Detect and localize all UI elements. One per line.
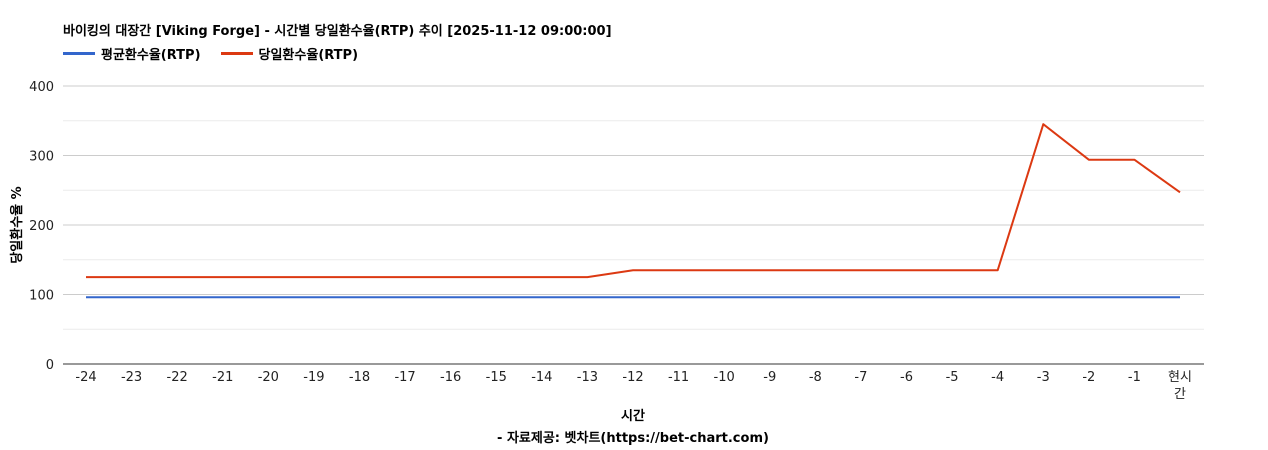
x-axis-source-note: - 자료제공: 벳차트(https://bet-chart.com) xyxy=(497,430,769,446)
legend-item-average-rtp[interactable]: 평균환수율(RTP) xyxy=(63,44,201,63)
y-tick-label: 0 xyxy=(46,358,54,373)
x-tick-label: -1 xyxy=(1128,370,1141,385)
x-tick-label: -5 xyxy=(946,370,959,385)
x-tick-label: -23 xyxy=(121,370,142,385)
legend-item-daily-rtp[interactable]: 당일환수율(RTP) xyxy=(220,44,359,63)
x-tick-label: -21 xyxy=(212,370,233,385)
y-tick-label: 100 xyxy=(29,289,54,304)
x-tick-label: -20 xyxy=(258,370,279,385)
legend-swatch-daily-rtp xyxy=(220,52,253,55)
x-tick-label: 현시 간 xyxy=(1168,370,1192,402)
x-tick-label: -4 xyxy=(991,370,1004,385)
chart-title: 바이킹의 대장간 [Viking Forge] - 시간별 당일환수율(RTP)… xyxy=(63,24,612,39)
series-line-daily-rtp xyxy=(86,123,1181,279)
x-tick-label: -18 xyxy=(349,370,370,385)
x-tick-label: -7 xyxy=(854,370,867,385)
legend-label-average-rtp: 평균환수율(RTP) xyxy=(101,48,201,63)
x-tick-label: -3 xyxy=(1037,370,1050,385)
y-tick-label: 200 xyxy=(29,219,54,234)
x-tick-label: -8 xyxy=(809,370,822,385)
x-tick-label: -15 xyxy=(486,370,507,385)
y-axis-title: 당일환수율 % xyxy=(9,186,25,263)
x-tick-label: -19 xyxy=(303,370,324,385)
x-tick-label: -10 xyxy=(714,370,735,385)
x-tick-label: -22 xyxy=(167,370,188,385)
x-tick-label: -11 xyxy=(668,370,689,385)
x-tick-label: -6 xyxy=(900,370,913,385)
x-tick-label: -17 xyxy=(394,370,415,385)
x-tick-label: -2 xyxy=(1082,370,1095,385)
x-tick-label: -13 xyxy=(577,370,598,385)
y-tick-label: 400 xyxy=(29,80,54,95)
x-tick-label: -24 xyxy=(75,370,96,385)
x-axis-title: 시간 xyxy=(621,408,645,424)
x-tick-label: -14 xyxy=(531,370,552,385)
legend-swatch-average-rtp xyxy=(63,52,95,55)
x-tick-label: -16 xyxy=(440,370,461,385)
chart-legend: 평균환수율(RTP) 당일환수율(RTP) xyxy=(63,44,378,63)
x-tick-label: -9 xyxy=(763,370,776,385)
legend-label-daily-rtp: 당일환수율(RTP) xyxy=(258,48,359,63)
x-tick-label: -12 xyxy=(622,370,643,385)
y-tick-label: 300 xyxy=(29,150,54,165)
